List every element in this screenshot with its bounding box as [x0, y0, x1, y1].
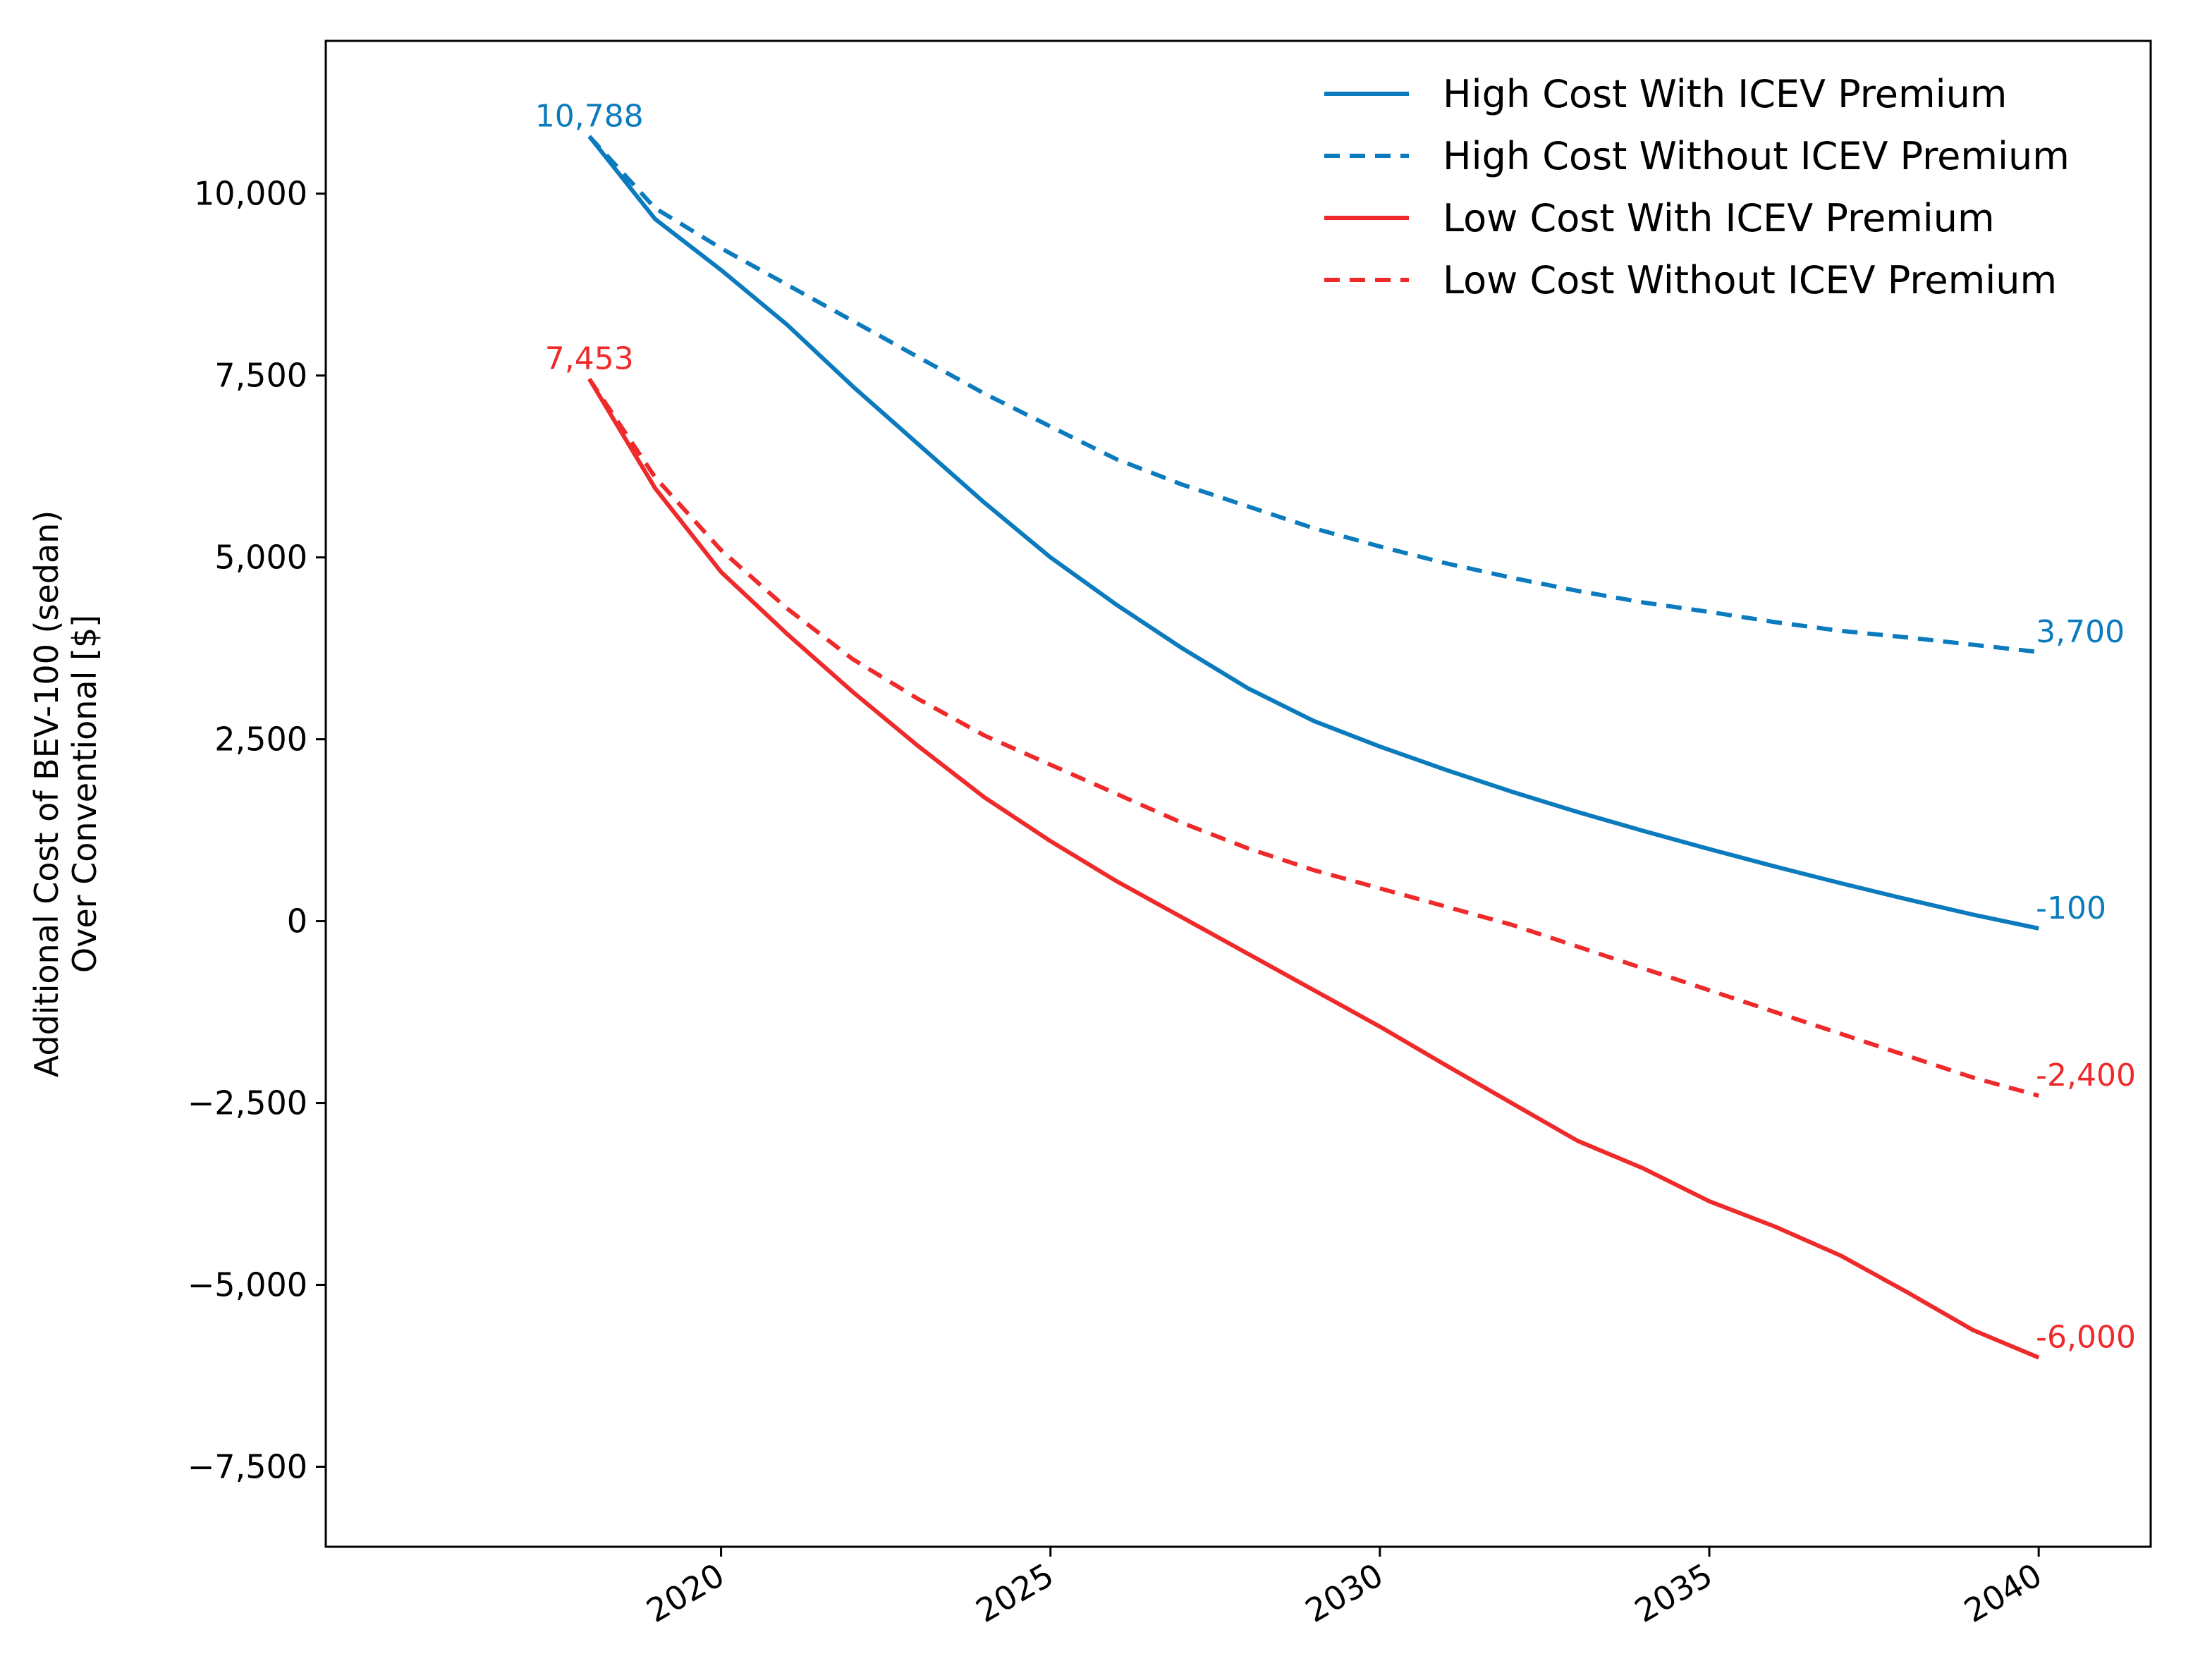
y-tick-label: 10,000 [194, 175, 307, 213]
series-line-3 [587, 377, 2040, 1360]
x-tick-label: 2035 [1628, 1556, 1718, 1630]
x-axis: 2020 2025 2030 2035 2040 [640, 1547, 2048, 1630]
data-label: 3,700 [2036, 614, 2125, 650]
series-line-1 [587, 135, 2039, 931]
y-axis: 10,000 7,500 5,000 2,500 0 −2,500 −5,000 −7,500 [188, 175, 326, 1485]
data-label: -2,400 [2036, 1057, 2136, 1093]
legend-label-2: High Cost Without ICEV Premium [1443, 134, 2070, 178]
data-label: 10,788 [535, 98, 644, 134]
legend-label-3: Low Cost With ICEV Premium [1443, 196, 1995, 240]
series-layer [587, 135, 2040, 1360]
series-line-2 [587, 135, 2039, 654]
y-axis-label-line-2: Over Conventional [$] [66, 615, 104, 973]
y-tick-label: 2,500 [214, 721, 307, 759]
legend: High Cost With ICEV Premium High Cost Wit… [1324, 72, 2070, 302]
data-label: -100 [2036, 890, 2106, 926]
y-tick-label: 0 [287, 902, 307, 940]
x-tick-label: 2020 [640, 1556, 731, 1630]
y-tick-label: −5,000 [188, 1266, 307, 1304]
y-tick-label: 7,500 [214, 357, 307, 395]
y-tick-label: −7,500 [188, 1447, 307, 1485]
data-label: 7,453 [545, 341, 634, 377]
y-axis-label-line-1: Additional Cost of BEV-100 (sedan) [28, 510, 66, 1078]
x-tick-label: 2040 [1957, 1556, 2048, 1630]
legend-label-1: High Cost With ICEV Premium [1443, 72, 2007, 116]
y-tick-label: −2,500 [188, 1084, 307, 1122]
plot-frame [324, 39, 2152, 1548]
x-tick-label: 2030 [1299, 1556, 1389, 1630]
series-line-4 [587, 377, 2039, 1098]
annotations: 10,788 7,453 3,700 -100 -2,400 -6,000 [535, 98, 2136, 1355]
data-label: -6,000 [2036, 1320, 2136, 1356]
legend-label-4: Low Cost Without ICEV Premium [1443, 258, 2057, 302]
plot-area [324, 39, 2152, 1548]
y-tick-label: 5,000 [214, 539, 307, 577]
x-tick-label: 2025 [970, 1556, 1060, 1630]
y-axis-label: Additional Cost of BEV-100 (sedan) Over … [28, 510, 104, 1078]
